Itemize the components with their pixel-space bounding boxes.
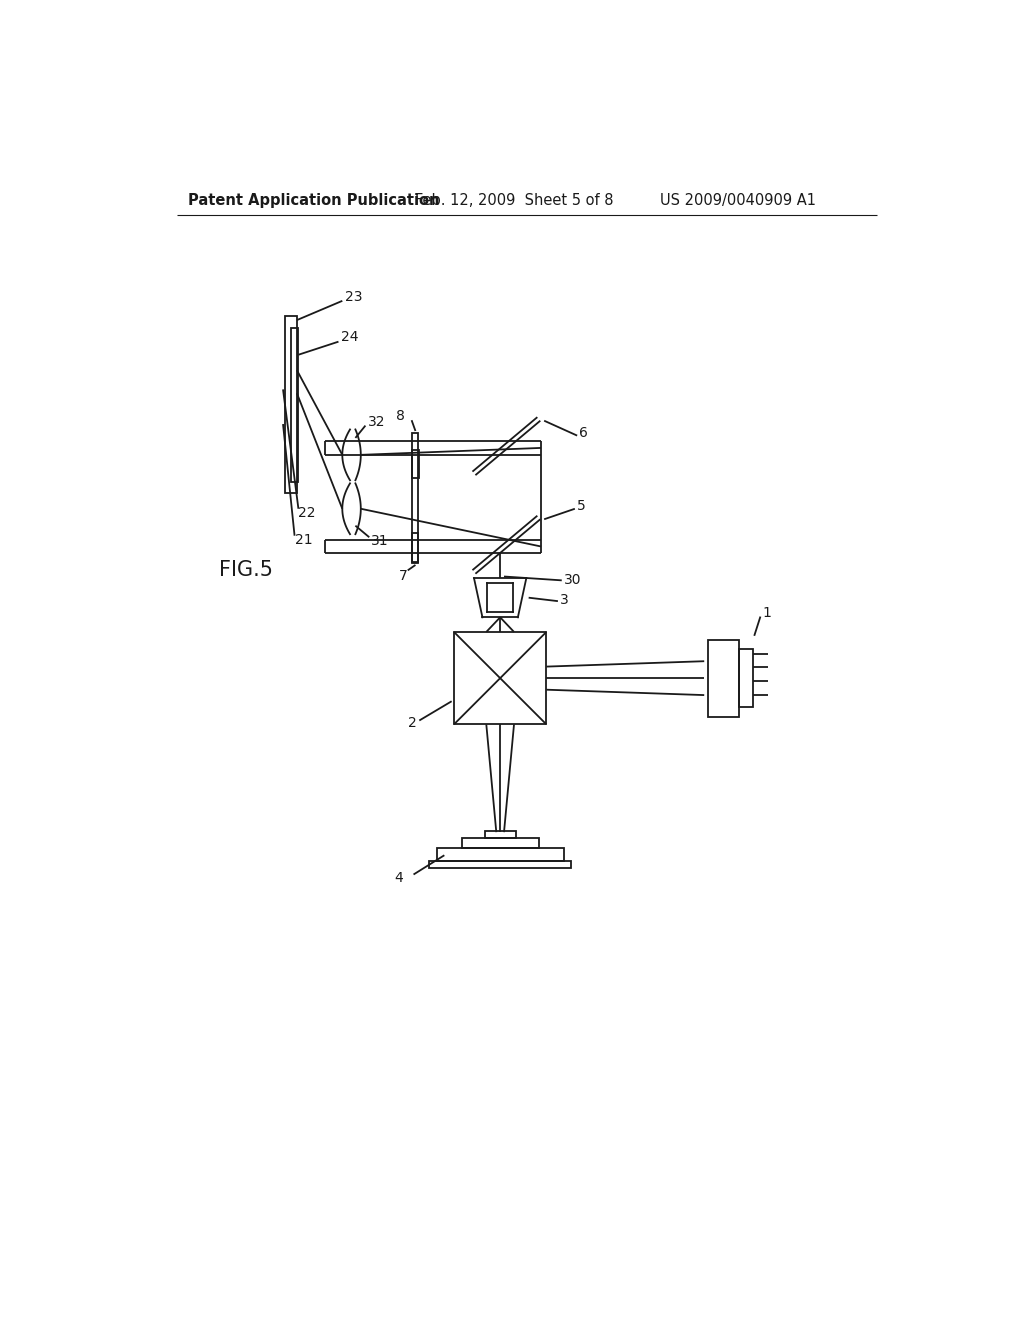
- Text: 24: 24: [341, 330, 358, 345]
- Text: 21: 21: [295, 533, 312, 548]
- Bar: [739, 649, 753, 708]
- Bar: [413, 433, 418, 562]
- Bar: [292, 327, 298, 482]
- Text: 7: 7: [398, 569, 408, 582]
- Text: 2: 2: [408, 715, 417, 730]
- Bar: [454, 632, 547, 725]
- Bar: [413, 450, 419, 478]
- Text: 1: 1: [762, 606, 771, 619]
- Text: 8: 8: [396, 409, 406, 424]
- Text: US 2009/0040909 A1: US 2009/0040909 A1: [660, 193, 816, 209]
- Text: 3: 3: [560, 594, 569, 607]
- Text: 32: 32: [368, 414, 385, 429]
- Text: Patent Application Publication: Patent Application Publication: [188, 193, 440, 209]
- Text: FIG.5: FIG.5: [219, 561, 273, 581]
- Bar: [484, 830, 515, 838]
- Text: 31: 31: [371, 535, 388, 548]
- Text: 23: 23: [345, 290, 362, 304]
- Bar: [285, 317, 297, 494]
- Text: 5: 5: [578, 499, 586, 513]
- Text: 4: 4: [394, 871, 403, 886]
- Text: 30: 30: [564, 573, 582, 586]
- Bar: [413, 533, 418, 564]
- Bar: [436, 847, 563, 862]
- Bar: [429, 862, 571, 867]
- Bar: [462, 838, 539, 847]
- Text: 22: 22: [298, 506, 316, 520]
- Bar: [708, 640, 739, 717]
- Text: 6: 6: [580, 426, 589, 441]
- Text: Feb. 12, 2009  Sheet 5 of 8: Feb. 12, 2009 Sheet 5 of 8: [416, 193, 614, 209]
